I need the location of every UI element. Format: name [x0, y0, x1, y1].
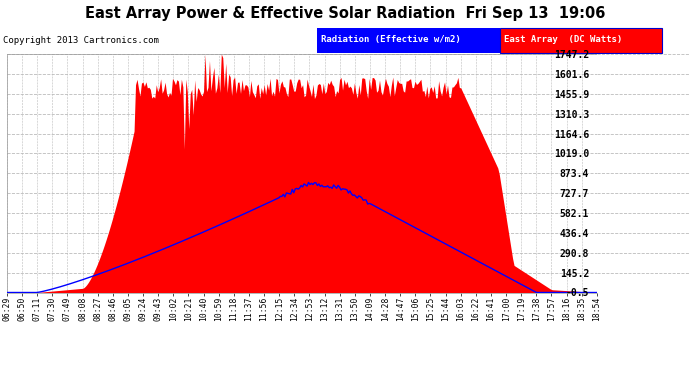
Text: Radiation (Effective w/m2): Radiation (Effective w/m2) [321, 36, 461, 45]
Bar [500, 28, 662, 53]
Text: Copyright 2013 Cartronics.com: Copyright 2013 Cartronics.com [3, 36, 159, 45]
Text: East Array Power & Effective Solar Radiation  Fri Sep 13  19:06: East Array Power & Effective Solar Radia… [85, 6, 605, 21]
Bar [317, 28, 500, 53]
Text: East Array  (DC Watts): East Array (DC Watts) [504, 36, 622, 45]
